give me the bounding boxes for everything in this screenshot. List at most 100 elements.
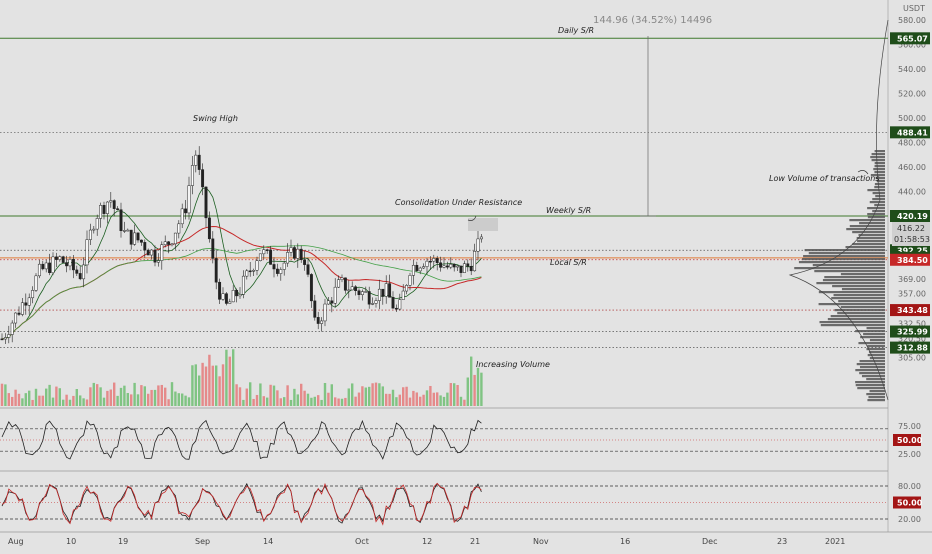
volume-bar: [470, 356, 473, 406]
volume-bar: [371, 383, 374, 406]
profile-bar: [869, 390, 885, 393]
profile-bar: [803, 255, 885, 258]
volume-bar: [51, 397, 55, 406]
volume-bar: [238, 387, 242, 406]
profile-bar: [827, 318, 885, 321]
annotation-arrow: [467, 215, 477, 221]
candle-down: [391, 297, 395, 309]
volume-bar: [408, 397, 412, 406]
candle-up: [95, 218, 99, 230]
currency-label: USDT: [903, 4, 925, 13]
profile-bar: [852, 231, 885, 234]
volume-bar: [225, 349, 228, 406]
profile-bar: [822, 279, 885, 282]
level-tag-label: 565.07: [897, 34, 928, 43]
consolidation-box: [468, 218, 498, 231]
price-tick-label: 540.00: [898, 65, 926, 74]
candle-up: [133, 232, 137, 245]
volume-bar: [330, 384, 333, 406]
time-tick-label: 14: [263, 537, 273, 546]
volume-bar: [272, 385, 276, 406]
volume-bar: [252, 398, 255, 406]
candle-up: [170, 243, 174, 246]
volume-bar: [415, 392, 418, 406]
volume-bar: [130, 394, 133, 406]
volume-profile: [788, 19, 889, 402]
price-tick-label: 560.00: [898, 41, 926, 50]
time-tick-label: Oct: [355, 537, 369, 546]
candle-up: [180, 208, 184, 225]
price-tick-label: 460.00: [898, 163, 926, 172]
volume-bar: [255, 394, 259, 406]
profile-bar: [875, 195, 885, 198]
candle-down: [61, 256, 65, 263]
candle-down: [119, 209, 123, 232]
stoch-tick: 80.00: [898, 482, 921, 491]
volume-bar: [55, 386, 58, 406]
volume-bar: [344, 397, 347, 406]
candle-down: [330, 300, 334, 304]
candle-down: [48, 262, 52, 274]
volume-bar: [283, 397, 286, 406]
volume-bar: [82, 398, 85, 406]
volume-bar: [419, 396, 422, 406]
candle-up: [99, 205, 103, 219]
stoch-tag-label: 50.00: [897, 499, 923, 508]
candle-up: [20, 302, 24, 315]
volume-bar: [473, 374, 476, 406]
volume-bar: [194, 364, 197, 406]
stoch-line: [1, 482, 482, 525]
stoch-tag: [893, 496, 921, 509]
candle-up: [449, 263, 453, 268]
candle-down: [65, 262, 69, 267]
volume-bar: [140, 385, 143, 406]
volume-bar: [150, 389, 153, 406]
volume-bar: [45, 388, 48, 406]
profile-bar: [816, 282, 885, 285]
candle-down: [146, 249, 150, 256]
volume-bar: [235, 384, 238, 406]
candle-down: [299, 248, 303, 260]
candle-down: [136, 232, 140, 241]
price-tick-label: 520.00: [898, 90, 926, 99]
profile-bar: [874, 162, 885, 165]
candle-down: [0, 338, 4, 341]
profile-bar: [858, 342, 885, 345]
volume-bar: [14, 389, 17, 406]
profile-bar: [866, 348, 885, 351]
candle-up: [411, 264, 415, 276]
candle-up: [173, 232, 177, 245]
profile-bar: [812, 264, 885, 267]
candle-down: [435, 258, 439, 264]
candle-up: [258, 253, 262, 261]
candle-up: [31, 290, 35, 299]
profile-bar: [858, 234, 885, 237]
volume-bar: [153, 389, 157, 406]
volume-bar: [170, 382, 174, 406]
candle-down: [292, 247, 296, 259]
volume-bar: [340, 398, 344, 406]
candle-up: [473, 251, 477, 272]
rsi-line: [1, 419, 482, 460]
volume-bars: [0, 349, 483, 406]
profile-bar: [868, 396, 885, 399]
candle-up: [425, 260, 429, 267]
candle-up: [150, 249, 154, 256]
candle-down: [224, 293, 228, 304]
profile-bar: [874, 204, 885, 207]
candle-down: [388, 283, 392, 298]
candle-up: [333, 286, 337, 304]
price-tick-label: 440.00: [898, 188, 926, 197]
profile-outline: [788, 19, 889, 401]
profile-bar: [818, 303, 885, 306]
candle-down: [71, 259, 75, 271]
candle-up: [405, 285, 409, 292]
volume-bar: [116, 395, 119, 406]
volume-bar: [337, 398, 340, 406]
candle-up: [37, 263, 41, 277]
candle-down: [41, 263, 45, 270]
volume-bar: [143, 386, 146, 406]
